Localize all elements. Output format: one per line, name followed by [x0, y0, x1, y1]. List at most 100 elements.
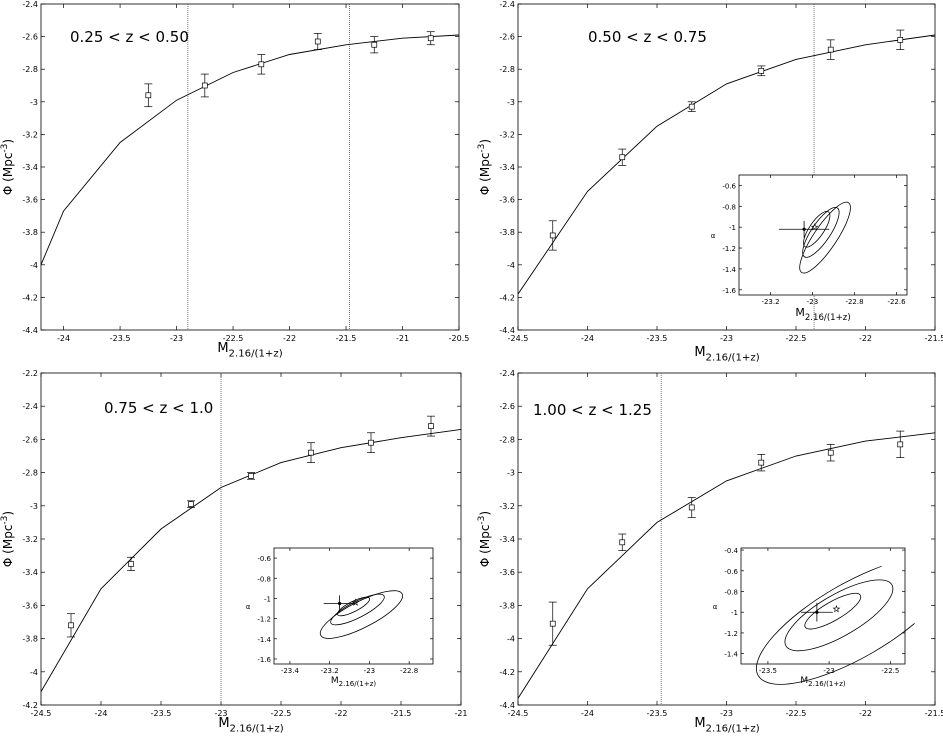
panel-2-data-point — [827, 46, 834, 53]
panel-2-xtick-label: -24 — [581, 334, 594, 343]
panel-4-xtick-label: -22 — [859, 709, 872, 718]
panel-2-inset-star-marker — [810, 223, 819, 231]
panel-4-inset-ytick-label: -0.4 — [724, 547, 738, 555]
panel-3-data-point — [248, 473, 254, 479]
panel-4-inset-star-marker — [832, 604, 841, 613]
panel-2-xlabel-subscript: 2.16/(1+z) — [706, 353, 760, 364]
panel-3-ytick-label: -3.8 — [22, 635, 38, 644]
panel-3-data-point — [428, 423, 434, 429]
panel-4-inset-ytick-label: -1.4 — [724, 651, 738, 659]
panel-4-inset-xtick-label: -23.5 — [759, 667, 777, 675]
panel-2-inset-best-fit-point — [802, 227, 806, 231]
panel-2-inset-xtick-label: -23.2 — [761, 298, 779, 306]
panel-2-inset-ylabel: α — [711, 232, 716, 240]
panel-2-inset-ytick-label: -1.6 — [722, 287, 736, 295]
panel-1-ylabel-close: ) — [1, 139, 15, 144]
panel-4-redshift-label: 1.00 < z < 1.25 — [533, 401, 652, 419]
panel-2-inset-xtick-label: -22.8 — [845, 298, 863, 306]
panel-2-ylabel-main: Φ (Mpc — [478, 153, 492, 196]
panel-2-ytick-label: -3 — [507, 98, 515, 107]
panel-3-inset-xtick-label: -22.8 — [400, 667, 418, 675]
panel-3-inset-ytick-label: -1.4 — [257, 636, 271, 644]
panel-2-xtick-label: -23 — [720, 334, 733, 343]
panel-2-inset-xlabel-main: M — [795, 306, 805, 319]
panel-2-inset-ytick-label: -0.6 — [722, 182, 736, 190]
panel-3-inset-contour-3 — [319, 590, 404, 639]
panel-1-xtick-label: -24 — [57, 334, 70, 343]
panel-1-xlabel: M2.16/(1+z) — [217, 341, 282, 360]
panel-4-xlabel-subscript: 2.16/(1+z) — [706, 724, 760, 735]
panel-4-xtick-label: -23.5 — [647, 709, 668, 718]
panel-4-ytick-label: -2.4 — [499, 369, 515, 378]
panel-2-ytick-label: -4.2 — [499, 293, 515, 302]
panel-1-model-curve — [41, 34, 459, 265]
panel-2-inset-ytick-label: -1.2 — [722, 245, 736, 253]
panel-3-inset-best-fit-point — [337, 601, 342, 606]
panel-4-ytick-label: -3.4 — [499, 535, 515, 544]
panel-1-ytick-label: -3.4 — [22, 163, 38, 172]
panel-1: -24 -23.5 -23 -22.5 -22 -21.5 -21 -20.5 -4.4 -4.2… — [0, 0, 469, 360]
panel-4-ytick-label: -2.6 — [499, 402, 515, 411]
panel-4-xlabel-main: M — [694, 716, 705, 731]
panel-3-xtick-label: -22 — [334, 709, 347, 718]
panel-2-ylabel-superscript: -3 — [477, 144, 487, 153]
panel-3-ylabel-close: ) — [1, 511, 15, 516]
panel-3-ytick-label: -3.4 — [22, 568, 38, 577]
panel-2-xtick-label: -22.5 — [786, 334, 807, 343]
panel-1-ytick-label: -4.2 — [22, 293, 38, 302]
panel-4-xtick-label: -22.5 — [786, 709, 807, 718]
panel-3-inset-xtick-label: -23.4 — [281, 667, 300, 675]
panel-4-inset-ytick-label: -0.8 — [724, 589, 738, 597]
panel-3-inset-ytick-label: -0.8 — [257, 575, 271, 583]
panel-4-data-point — [549, 620, 556, 627]
panel-1-ytick-label: -3 — [30, 98, 38, 107]
panel-3-ytick-label: -3.6 — [22, 601, 38, 610]
panel-3-data-point — [188, 501, 194, 507]
panel-4-inset-ylabel: α — [713, 603, 718, 611]
panel-1-data-point — [314, 38, 321, 45]
panel-2-ytick-label: -3.6 — [499, 196, 515, 205]
panel-3-data-point — [128, 561, 134, 567]
panel-3-inset-star-marker — [351, 598, 360, 606]
panel-1-ylabel-superscript: -3 — [0, 144, 10, 153]
panel-4-inset-xlabel-main: M — [800, 676, 808, 686]
panel-2-inset-contour-1 — [803, 210, 831, 248]
panel-4-inset-frame — [740, 547, 906, 665]
panel-4-inset: -23.5 -23 -22.5 -1.4 -1.2 -1 -0.8 -0.6 -0.4 α M2.1… — [713, 547, 920, 688]
panel-2-inset-xlabel: M2.16/(1+z) — [795, 306, 850, 323]
panel-3-inset-background — [274, 548, 433, 664]
panel-1-xtick-label: -23.5 — [110, 334, 131, 343]
panel-4-ylabel-superscript: -3 — [477, 516, 487, 525]
panel-2-xtick-label: -24.5 — [508, 334, 529, 343]
panel-1-data-point — [258, 61, 265, 68]
panel-1-ylabel-main: Φ (Mpc — [1, 153, 15, 196]
panel-3-inset-ytick-label: -1.2 — [257, 616, 271, 624]
panel-3-ytick-label: -2.6 — [22, 435, 38, 444]
panel-4-data-point — [688, 504, 695, 511]
panel-4-inset-contour-3 — [756, 556, 920, 685]
panel-2-inset-xtick-label: -23 — [807, 298, 818, 306]
panel-4-xlabel: M2.16/(1+z) — [694, 716, 759, 735]
panel-3-ytick-label: -2.8 — [22, 469, 38, 478]
panel-2-ytick-label: -2.6 — [499, 33, 515, 42]
panel-2-ytick-label: -4 — [507, 261, 515, 270]
panel-2-inset: -23.2 -23 -22.8 -22.6 -1.6 -1.4 -1.2 -1 -0.8 -0.6… — [711, 174, 908, 323]
panel-2-inset-xtick-label: -22.6 — [887, 298, 906, 306]
panel-3-data-point — [308, 449, 314, 456]
panel-2-xtick-label: -23.5 — [647, 334, 668, 343]
panel-3-xtick-label: -24 — [94, 709, 107, 718]
panel-1-xlabel-subscript: 2.16/(1+z) — [229, 349, 283, 360]
panel-2-ytick-label: -3.4 — [499, 163, 515, 172]
panel-3-inset-ytick-label: -1.6 — [257, 656, 271, 664]
panel-3-ytick-label: -3 — [30, 502, 38, 511]
panel-4-inset-ytick-label: -0.6 — [724, 568, 738, 576]
panel-3-xtick-label: -23.5 — [151, 709, 172, 718]
panel-4-ytick-label: -3.6 — [499, 568, 515, 577]
panel-2-inset-ytick-label: -0.8 — [722, 203, 736, 211]
panel-1-ytick-label: -4 — [30, 261, 38, 270]
panel-4-ytick-label: -4.2 — [499, 668, 515, 677]
panel-1-xtick-label: -21.5 — [336, 334, 357, 343]
panel-1-data-point — [201, 82, 208, 89]
panel-3-redshift-label: 0.75 < z < 1.0 — [104, 399, 213, 417]
